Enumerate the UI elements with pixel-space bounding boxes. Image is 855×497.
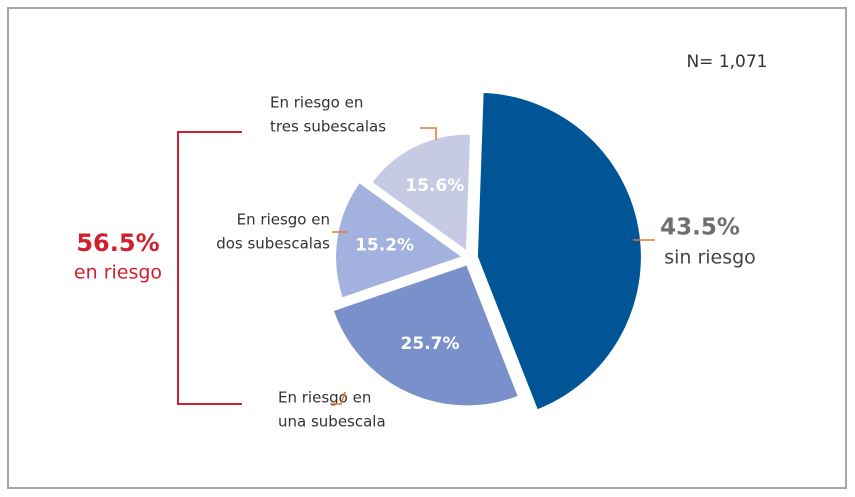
pie-slice bbox=[475, 90, 643, 412]
pie-slice bbox=[334, 180, 466, 300]
category-label: En riesgo en bbox=[237, 211, 330, 229]
leader-line bbox=[330, 391, 346, 405]
category-label: En riesgo en bbox=[270, 94, 363, 112]
value-label: 43.5% bbox=[660, 215, 740, 241]
category-label: una subescala bbox=[278, 413, 386, 431]
leader-line bbox=[420, 127, 437, 140]
category-label: tres subescalas bbox=[270, 118, 386, 136]
risk-caption: en riesgo bbox=[74, 262, 162, 284]
pie-slice bbox=[369, 132, 473, 254]
value-label: 15.2% bbox=[355, 235, 414, 255]
value-label: 15.6% bbox=[405, 176, 464, 196]
risk-total: 56.5% bbox=[76, 229, 159, 257]
bracket bbox=[177, 131, 242, 405]
sample-size: N= 1,071 bbox=[686, 52, 767, 72]
pie-slice bbox=[331, 263, 521, 408]
value-label: 25.7% bbox=[401, 334, 460, 354]
category-label: En riesgo en bbox=[278, 389, 371, 407]
category-label: dos subescalas bbox=[216, 235, 330, 253]
category-label: sin riesgo bbox=[664, 247, 756, 269]
